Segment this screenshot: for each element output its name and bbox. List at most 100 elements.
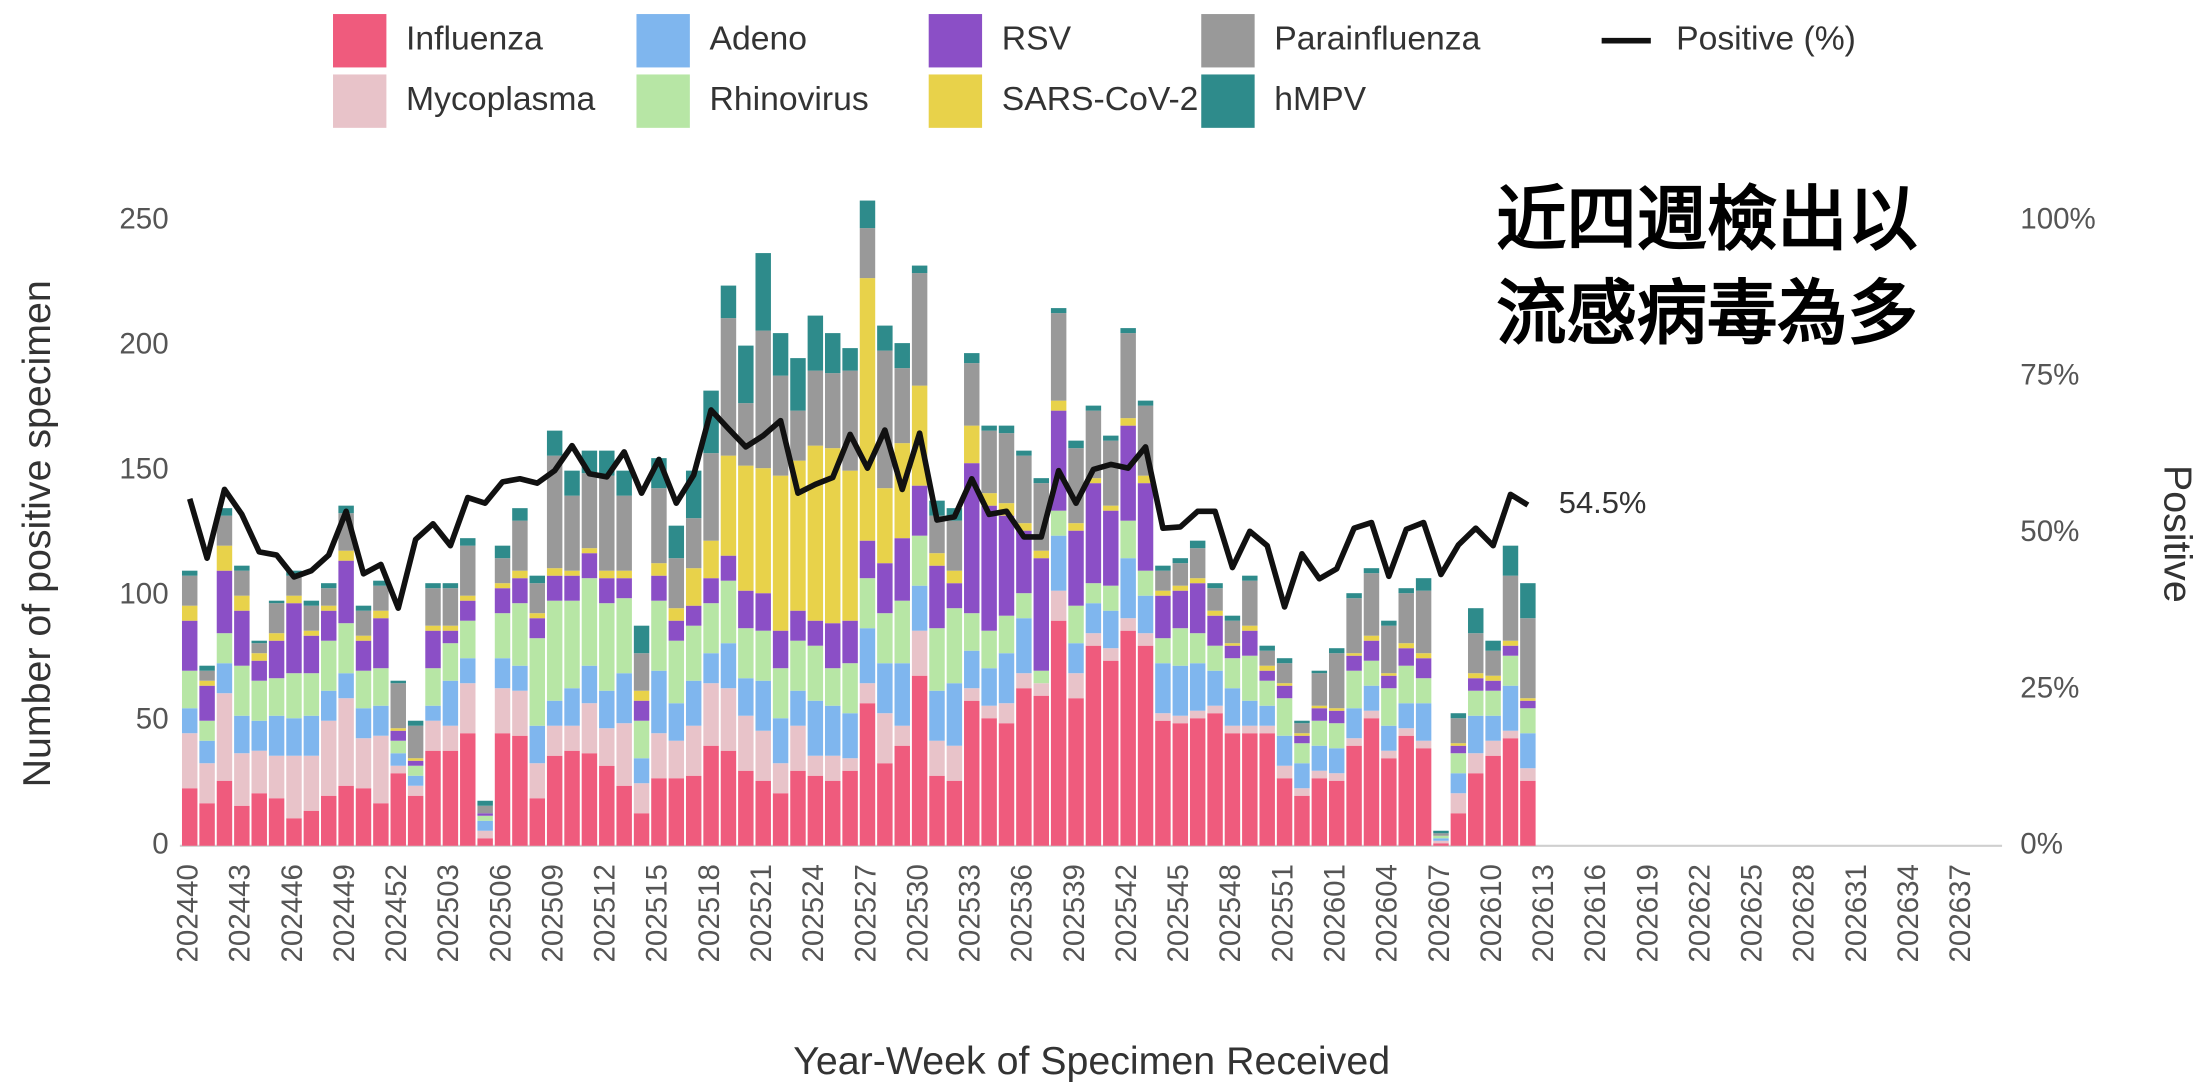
x-tick-label: 202551 bbox=[1266, 864, 1299, 962]
annotation: 流感病毒為多 bbox=[1496, 273, 1917, 352]
bar-segment bbox=[1189, 540, 1206, 549]
bar-segment bbox=[1502, 685, 1519, 731]
bar-segment bbox=[1346, 593, 1362, 599]
x-tick-label: 202637 bbox=[1944, 864, 1977, 962]
bar-segment bbox=[251, 793, 267, 846]
bar-segment bbox=[1502, 738, 1519, 846]
bar-segment bbox=[1172, 585, 1189, 591]
bar-segment bbox=[1294, 723, 1310, 734]
bar-segment bbox=[1085, 603, 1102, 634]
x-tick-label: 202524 bbox=[797, 864, 830, 962]
bar-segment bbox=[529, 618, 546, 639]
bar-segment bbox=[373, 803, 389, 846]
bar-segment bbox=[1103, 505, 1119, 511]
bar-segment bbox=[181, 788, 198, 846]
bar-segment bbox=[911, 273, 928, 386]
bar-segment bbox=[1016, 523, 1032, 531]
bar-segment bbox=[755, 593, 771, 631]
bar-segment bbox=[1120, 558, 1136, 619]
legend-label: hMPV bbox=[1274, 80, 1366, 118]
bar-segment bbox=[1207, 713, 1223, 846]
bar-segment bbox=[1016, 450, 1032, 456]
bar-segment bbox=[321, 720, 337, 796]
bar-segment bbox=[1311, 720, 1328, 746]
bar-segment bbox=[373, 610, 389, 619]
bar-segment bbox=[1050, 400, 1067, 411]
bar-segment bbox=[929, 628, 945, 691]
bar-segment bbox=[286, 818, 302, 846]
bar-segment bbox=[824, 623, 841, 669]
bar-segment bbox=[338, 785, 354, 846]
x-tick-label: 202440 bbox=[172, 864, 205, 962]
legend-label: RSV bbox=[1002, 20, 1072, 58]
bar-segment bbox=[616, 495, 632, 571]
bar-segment bbox=[460, 620, 476, 659]
bar-segment bbox=[633, 690, 650, 701]
bar-segment bbox=[546, 600, 563, 701]
bar-segment bbox=[1294, 788, 1310, 796]
bar-segment bbox=[1085, 478, 1102, 484]
bar-segment bbox=[1137, 475, 1154, 484]
bar-segment bbox=[512, 665, 528, 691]
bar-segment bbox=[772, 718, 789, 764]
bar-segment bbox=[1398, 593, 1414, 644]
bar-segment bbox=[1381, 750, 1397, 759]
y2-tick-label: 0% bbox=[2020, 828, 2063, 861]
bar-segment bbox=[1224, 615, 1241, 621]
bar-segment bbox=[1294, 735, 1310, 744]
y2-axis-title: Positive bbox=[2155, 465, 2199, 603]
bar-segment bbox=[877, 563, 893, 614]
bar-segment bbox=[1398, 728, 1414, 736]
bar-segment bbox=[564, 495, 580, 571]
bar-segment bbox=[755, 330, 771, 469]
bar-segment bbox=[1189, 718, 1206, 846]
bar-segment bbox=[738, 770, 754, 846]
bar-segment bbox=[442, 643, 459, 681]
bar-segment bbox=[1242, 575, 1258, 581]
bar-segment bbox=[1502, 640, 1519, 646]
bar-segment bbox=[303, 810, 320, 846]
bar-segment bbox=[1259, 670, 1275, 681]
bar-segment bbox=[772, 793, 789, 846]
legend-swatch bbox=[333, 14, 387, 68]
bar-segment bbox=[1259, 645, 1275, 651]
bar-segment bbox=[1016, 618, 1032, 674]
bar-segment bbox=[1294, 720, 1310, 724]
bar-segment bbox=[564, 570, 580, 576]
bar-segment bbox=[460, 545, 476, 596]
bar-segment bbox=[1520, 768, 1536, 781]
bar-segment bbox=[1415, 703, 1432, 741]
bar-segment bbox=[1085, 410, 1102, 479]
bar-segment bbox=[633, 653, 650, 691]
bar-segment bbox=[1311, 770, 1328, 779]
bar-segment bbox=[1033, 695, 1049, 846]
bar-segment bbox=[494, 583, 511, 589]
bar-segment bbox=[1120, 425, 1136, 521]
bar-segment bbox=[181, 620, 198, 671]
bar-segment bbox=[720, 643, 737, 689]
bar-segment bbox=[1520, 733, 1536, 769]
bar-segment bbox=[407, 720, 424, 726]
bar-segment bbox=[1085, 633, 1102, 646]
bar-segment bbox=[407, 795, 424, 846]
bar-segment bbox=[268, 798, 285, 846]
bar-segment bbox=[929, 565, 945, 629]
bar-segment bbox=[894, 600, 910, 664]
bar-segment bbox=[355, 708, 372, 739]
bar-segment bbox=[651, 778, 667, 846]
bar-segment bbox=[321, 588, 337, 606]
bar-segment bbox=[564, 750, 580, 846]
bar-segment bbox=[929, 740, 945, 776]
bar-segment bbox=[321, 605, 337, 611]
bar-segment bbox=[685, 605, 702, 626]
bar-segment bbox=[842, 370, 858, 471]
bar-segment bbox=[234, 805, 250, 846]
bar-segment bbox=[1016, 530, 1032, 594]
bar-segment bbox=[1276, 685, 1293, 699]
bar-segment bbox=[1450, 713, 1467, 719]
legend-swatch bbox=[636, 14, 690, 68]
bar-segment bbox=[998, 615, 1015, 654]
bar-segment bbox=[355, 670, 372, 709]
bar-segment bbox=[1276, 735, 1293, 766]
bar-segment bbox=[1155, 638, 1171, 664]
